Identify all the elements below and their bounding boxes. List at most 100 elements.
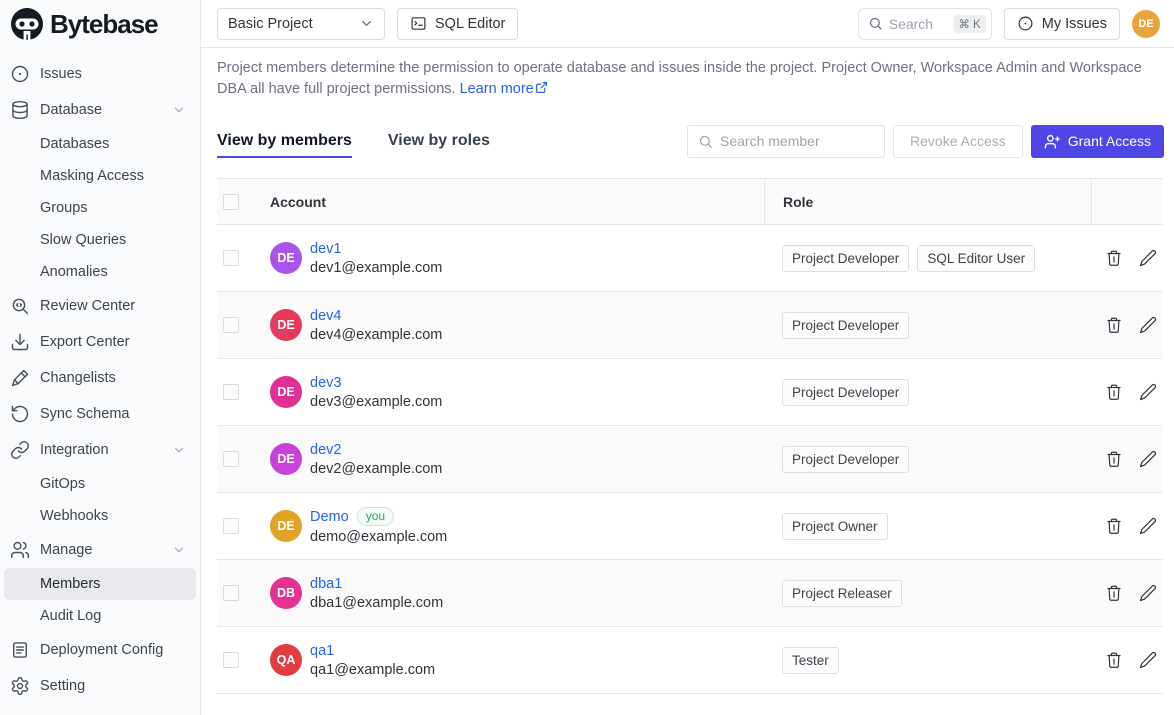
delete-member-button[interactable]: [1105, 584, 1123, 602]
sidebar-item-webhooks[interactable]: Webhooks: [4, 500, 196, 532]
delete-member-button[interactable]: [1105, 249, 1123, 267]
bytebase-logo[interactable]: Bytebase: [0, 0, 200, 48]
member-roles: Project Owner: [764, 512, 1091, 540]
sidebar-item-audit-log[interactable]: Audit Log: [4, 600, 196, 632]
member-avatar: DE: [270, 376, 302, 408]
delete-member-button[interactable]: [1105, 651, 1123, 669]
row-checkbox[interactable]: [223, 652, 239, 668]
column-header-actions: [1091, 179, 1163, 224]
sidebar-item-masking-access[interactable]: Masking Access: [4, 160, 196, 192]
edit-member-button[interactable]: [1139, 651, 1157, 669]
search-placeholder: Search: [888, 15, 934, 32]
member-roles: Project Developer SQL Editor User: [764, 244, 1091, 272]
project-select[interactable]: Basic Project: [217, 7, 385, 40]
row-checkbox[interactable]: [223, 518, 239, 534]
delete-member-button[interactable]: [1105, 450, 1123, 468]
delete-member-button[interactable]: [1105, 383, 1123, 401]
revoke-access-button[interactable]: Revoke Access: [893, 124, 1023, 158]
row-checkbox[interactable]: [223, 585, 239, 601]
sidebar-item-anomalies[interactable]: Anomalies: [4, 256, 196, 288]
select-all-checkbox[interactable]: [223, 193, 239, 210]
sidebar-item-deployment-config[interactable]: Deployment Config: [4, 632, 196, 668]
edit-member-button[interactable]: [1139, 450, 1157, 468]
learn-more-link[interactable]: Learn more: [459, 81, 534, 97]
chevron-down-icon: [359, 16, 374, 31]
edit-member-button[interactable]: [1139, 517, 1157, 535]
sidebar-item-integration[interactable]: Integration: [4, 432, 196, 468]
members-toolbar: View by members View by roles Revoke Acc…: [217, 124, 1164, 158]
sidebar-item-label: Export Center: [40, 334, 130, 350]
member-avatar: DE: [270, 242, 302, 274]
topbar: Basic Project SQL Editor Search ⌘ K My I…: [201, 0, 1174, 48]
sidebar-item-databases[interactable]: Databases: [4, 128, 196, 160]
edit-member-button[interactable]: [1139, 383, 1157, 401]
member-name-link[interactable]: dev2: [310, 441, 342, 458]
sidebar-item-groups[interactable]: Groups: [4, 192, 196, 224]
member-email: dev4@example.com: [310, 326, 443, 343]
sidebar-item-setting[interactable]: Setting: [4, 668, 196, 704]
sidebar-item-label: Slow Queries: [40, 232, 127, 248]
edit-member-button[interactable]: [1139, 249, 1157, 267]
member-name-link[interactable]: dev3: [310, 374, 342, 391]
sidebar-item-sync-schema[interactable]: Sync Schema: [4, 396, 196, 432]
member-avatar: DE: [270, 443, 302, 475]
sidebar-item-database[interactable]: Database: [4, 92, 196, 128]
row-checkbox[interactable]: [223, 451, 239, 467]
user-avatar[interactable]: DE: [1132, 9, 1160, 38]
table-row: DE dev4 dev4@example.com Project Develop…: [217, 292, 1163, 359]
sidebar-item-review-center[interactable]: Review Center: [4, 288, 196, 324]
member-roles: Project Developer: [764, 311, 1091, 339]
my-issues-button[interactable]: My Issues: [1003, 7, 1120, 40]
grant-access-button[interactable]: Grant Access: [1030, 124, 1164, 158]
chevron-down-icon: [172, 443, 186, 457]
sidebar-item-label: Changelists: [40, 370, 116, 386]
row-checkbox[interactable]: [223, 384, 239, 400]
export-center-icon: [10, 332, 30, 352]
chevron-down-icon: [172, 543, 186, 557]
delete-member-button[interactable]: [1105, 316, 1123, 334]
role-badge: Project Developer: [782, 311, 910, 339]
manage-icon: [10, 540, 30, 560]
sidebar-item-label: Audit Log: [40, 608, 102, 624]
row-checkbox[interactable]: [223, 317, 239, 333]
member-name-link[interactable]: dev4: [310, 307, 342, 324]
you-badge: you: [356, 507, 395, 526]
sidebar-item-manage[interactable]: Manage: [4, 532, 196, 568]
tab-view-by-members[interactable]: View by members: [217, 124, 352, 158]
members-table-body: DE dev1 dev1@example.com Project Develop…: [217, 225, 1163, 694]
table-row: DE Demo you demo@example.com Project Own…: [217, 493, 1163, 560]
sidebar-item-label: Issues: [40, 66, 82, 82]
edit-member-button[interactable]: [1139, 316, 1157, 334]
sidebar-item-issues[interactable]: Issues: [4, 56, 196, 92]
global-search-input[interactable]: Search ⌘ K: [857, 7, 992, 40]
table-row: DB dba1 dba1@example.com Project Release…: [217, 560, 1163, 627]
role-badge: Project Developer: [782, 445, 910, 473]
role-badge: Project Developer: [782, 378, 910, 406]
sidebar-item-members[interactable]: Members: [4, 568, 196, 600]
sidebar-item-slow-queries[interactable]: Slow Queries: [4, 224, 196, 256]
member-name-link[interactable]: Demo: [310, 508, 349, 525]
member-email: demo@example.com: [310, 529, 448, 545]
grant-access-label: Grant Access: [1067, 133, 1151, 149]
delete-member-button[interactable]: [1105, 517, 1123, 535]
column-header-role: Role: [764, 179, 1091, 224]
sidebar-item-export-center[interactable]: Export Center: [4, 324, 196, 360]
member-name-link[interactable]: dev1: [310, 240, 342, 257]
search-icon: [868, 16, 883, 31]
member-name-link[interactable]: qa1: [310, 642, 335, 659]
edit-member-button[interactable]: [1139, 584, 1157, 602]
member-search-input[interactable]: [720, 133, 875, 149]
row-checkbox[interactable]: [223, 250, 239, 266]
sidebar-item-gitops[interactable]: GitOps: [4, 468, 196, 500]
description-text: Project members determine the permission…: [217, 60, 1142, 97]
database-icon: [10, 100, 30, 120]
member-roles: Project Releaser: [764, 579, 1091, 607]
member-name-link[interactable]: dba1: [310, 575, 343, 592]
member-email: dba1@example.com: [310, 594, 444, 611]
member-email: dev3@example.com: [310, 393, 443, 410]
tab-view-by-roles[interactable]: View by roles: [387, 132, 490, 149]
sidebar-item-changelists[interactable]: Changelists: [4, 360, 196, 396]
search-icon: [698, 134, 713, 149]
my-issues-label: My Issues: [1041, 15, 1107, 32]
sql-editor-button[interactable]: SQL Editor: [397, 7, 519, 40]
